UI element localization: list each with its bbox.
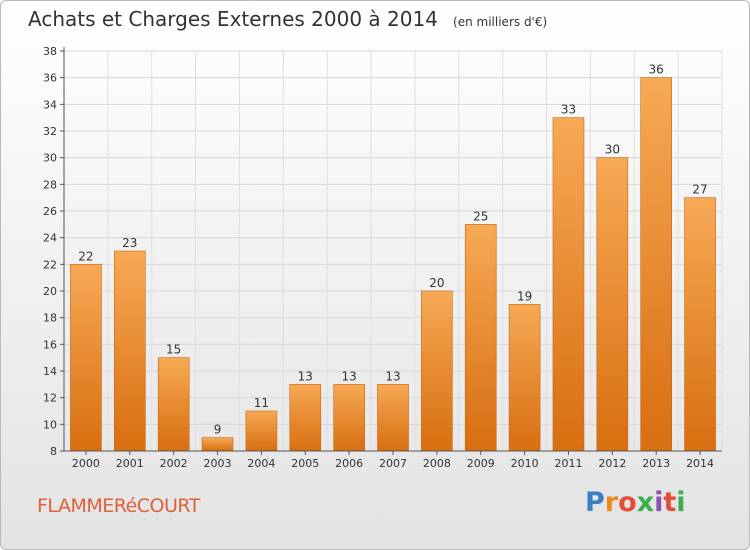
x-tick-label: 2009: [467, 457, 495, 470]
logo-letter: t: [663, 487, 677, 518]
y-tick-label: 24: [43, 232, 57, 245]
logo-letter: i: [676, 487, 686, 518]
bar-value-label: 36: [649, 63, 664, 77]
y-tick-label: 22: [43, 258, 57, 271]
bar-2005: [289, 384, 322, 452]
bar-2014: [684, 197, 716, 452]
chart-title: Achats et Charges Externes 2000 à 2014: [28, 7, 438, 31]
y-tick-label: 32: [43, 125, 57, 138]
x-tick-label: 2006: [335, 457, 363, 470]
y-tick-label: 26: [43, 205, 57, 218]
x-tick-label: 2003: [204, 457, 232, 470]
bar-value-label: 13: [341, 369, 356, 383]
y-tick-label: 30: [43, 152, 57, 165]
x-tick-label: 2001: [116, 457, 144, 470]
chart-title-block: Achats et Charges Externes 2000 à 2014 (…: [28, 7, 547, 31]
bar-value-label: 19: [517, 289, 532, 303]
x-tick-label: 2014: [686, 457, 714, 470]
y-tick-label: 20: [43, 285, 57, 298]
x-tick-label: 2007: [379, 457, 407, 470]
y-tick-label: 18: [43, 312, 57, 325]
bar-2000: [70, 264, 102, 452]
bar-value-label: 30: [605, 143, 620, 157]
bar-value-label: 11: [254, 396, 269, 410]
bar-value-label: 20: [429, 276, 444, 290]
bar-2002: [157, 357, 190, 452]
chart-unit: (en milliers d'€): [453, 15, 548, 29]
logo-letter: r: [604, 487, 619, 518]
x-tick-label: 2008: [423, 457, 451, 470]
y-tick-label: 16: [43, 338, 57, 351]
bar-value-label: 13: [298, 369, 313, 383]
bar-2011: [552, 117, 585, 452]
bar-value-label: 9: [214, 423, 222, 437]
y-tick-label: 28: [43, 178, 57, 191]
bars: 22 23 15 9 11 13 13 13 20 25 19 33 30 36 27: [70, 63, 716, 452]
logo-letter: x: [636, 487, 655, 518]
x-tick-label: 2013: [642, 457, 670, 470]
x-tick-label: 2002: [160, 457, 188, 470]
bar-value-label: 25: [473, 209, 488, 223]
y-tick-label: 38: [43, 45, 57, 58]
bar-value-label: 22: [78, 249, 93, 263]
bar-2010: [508, 304, 541, 452]
bar-value-label: 33: [561, 103, 576, 117]
logo-letter: i: [654, 487, 664, 518]
proxiti-logo: Proxiti: [585, 487, 686, 518]
bar-value-label: 27: [692, 183, 707, 197]
y-tick-label: 10: [43, 418, 57, 431]
x-tick-label: 2012: [598, 457, 626, 470]
bar-2001: [114, 250, 146, 452]
bar-2003: [201, 437, 234, 452]
bar-2012: [596, 157, 629, 452]
y-tick-label: 12: [43, 392, 57, 405]
x-tick-label: 2011: [554, 457, 582, 470]
logo-letter: o: [618, 487, 637, 518]
bar-value-label: 13: [385, 369, 400, 383]
y-tick-label: 14: [43, 365, 57, 378]
bar-2006: [333, 384, 365, 452]
bar-2009: [464, 224, 497, 452]
bar-2004: [245, 410, 278, 452]
y-tick-label: 36: [43, 72, 57, 85]
bar-value-label: 15: [166, 343, 181, 357]
bar-2007: [377, 384, 409, 452]
x-tick-label: 2000: [72, 457, 100, 470]
y-tick-label: 8: [50, 445, 57, 458]
x-tick-label: 2010: [511, 457, 539, 470]
commune-name: FLAMMERéCOURT: [37, 495, 200, 517]
bar-2013: [640, 77, 673, 452]
logo-letter: P: [585, 487, 605, 518]
y-tick-label: 34: [43, 98, 57, 111]
axes: 8 10 12 14 16 18 20 22 24 26 28 30 32 34 36 38 2000 2001 2…: [43, 45, 722, 470]
bar-value-label: 23: [122, 236, 137, 250]
bar-2008: [421, 290, 453, 452]
x-tick-label: 2005: [291, 457, 319, 470]
x-tick-label: 2004: [247, 457, 275, 470]
